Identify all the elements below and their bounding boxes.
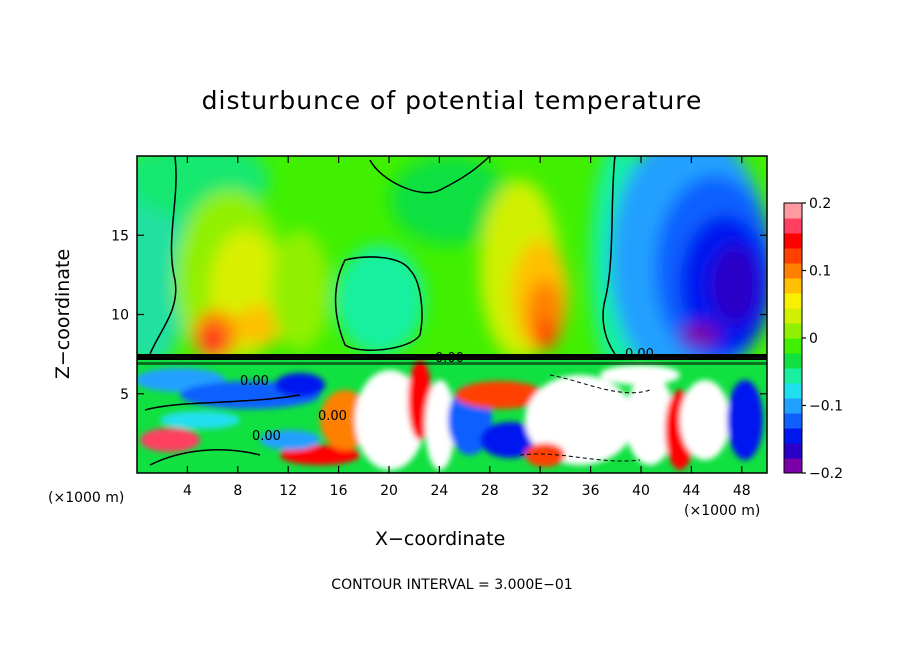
colorbar-swatch	[784, 413, 802, 429]
x-tick-label: 4	[183, 483, 192, 499]
x-tick-label: 16	[330, 483, 348, 499]
colorbar-tick-label: 0.1	[809, 264, 831, 280]
colorbar-swatch	[784, 338, 802, 354]
contour-label: 0.00	[240, 374, 269, 389]
colorbar-swatch	[784, 383, 802, 399]
x-tick-label: 8	[233, 483, 242, 499]
colorbar-swatch	[784, 203, 802, 219]
colorbar-swatch	[784, 248, 802, 264]
x-tick-label: 20	[380, 483, 398, 499]
colorbar-swatch	[784, 368, 802, 384]
colorbar-swatch	[784, 398, 802, 414]
contour-interval-note: CONTOUR INTERVAL = 3.000E−01	[331, 577, 573, 593]
colorbar: 0.2 0.1 0 −0.1 −0.2	[783, 196, 843, 482]
x-tick-label: 40	[632, 483, 650, 499]
colorbar-swatch	[784, 293, 802, 309]
y-axis: 5 10 15	[111, 228, 767, 403]
chart-title: disturbunce of potential temperature	[201, 86, 703, 115]
x-tick-label: 32	[531, 483, 549, 499]
contour-label: 0.00	[318, 409, 347, 424]
colorbar-tick-label: 0.2	[809, 196, 831, 212]
y-tick-label: 10	[111, 308, 129, 324]
y-tick-label: 15	[111, 228, 129, 244]
contour-label: 0.00	[625, 347, 654, 362]
colorbar-swatch	[784, 263, 802, 279]
x-tick-label: 48	[733, 483, 751, 499]
y-tick-label: 5	[120, 387, 129, 403]
colorbar-swatch	[784, 218, 802, 234]
x-axis: 4 8 12 16 20 24 28 32 36 40 44 48	[183, 156, 751, 499]
colorbar-tick-label: 0	[809, 331, 818, 347]
y-axis-label: Z−coordinate	[52, 248, 75, 380]
colorbar-swatch	[784, 278, 802, 294]
colorbar-tick-label: −0.1	[809, 399, 843, 415]
colorbar-swatch	[784, 308, 802, 324]
colorbar-swatch	[784, 233, 802, 249]
contour-label: 0.00	[435, 351, 464, 366]
x-unit-note-right: (×1000 m)	[684, 503, 761, 519]
x-tick-label: 36	[582, 483, 600, 499]
x-tick-label: 44	[682, 483, 700, 499]
contour-label: 0.00	[252, 429, 281, 444]
heatmap-field: 0.00 0.00 0.00 0.00 0.00	[137, 156, 767, 473]
x-unit-note-left: (×1000 m)	[48, 490, 125, 506]
colorbar-swatch	[784, 323, 802, 339]
x-tick-label: 28	[481, 483, 499, 499]
colorbar-swatch	[784, 443, 802, 459]
colorbar-tick-label: −0.2	[809, 466, 843, 482]
x-axis-label: X−coordinate	[375, 528, 506, 550]
x-tick-label: 12	[279, 483, 297, 499]
x-tick-label: 24	[430, 483, 448, 499]
colorbar-swatch	[784, 353, 802, 369]
colorbar-swatch	[784, 458, 802, 474]
colorbar-swatch	[784, 428, 802, 444]
